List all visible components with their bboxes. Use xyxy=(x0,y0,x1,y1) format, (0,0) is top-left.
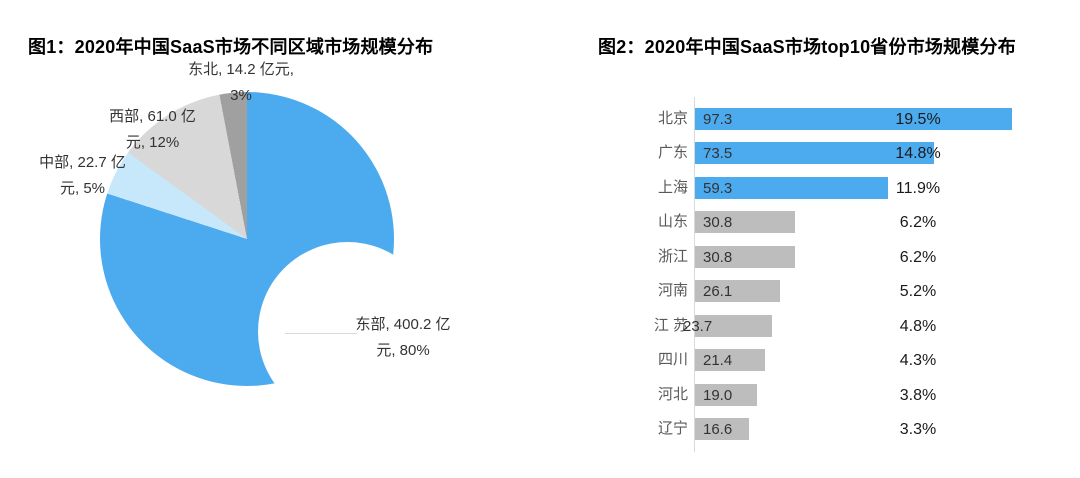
donut-label-line: 元, 80% xyxy=(376,342,430,359)
bar xyxy=(695,142,934,164)
bar-row: 广东 73.5 14.8% xyxy=(560,142,1080,164)
bar-category-label: 浙江 xyxy=(657,248,688,265)
bar xyxy=(695,349,765,371)
donut-label-leader-line xyxy=(285,333,357,334)
donut-label-line: 元, 12% xyxy=(125,134,180,151)
bar-category-label: 北京 xyxy=(657,110,688,127)
bar-percent-label: 4.3% xyxy=(899,352,937,369)
bar xyxy=(695,280,780,302)
bar xyxy=(695,108,1012,130)
bar-row: 江 苏 23.7 4.8% xyxy=(560,315,1080,337)
bar xyxy=(695,315,772,337)
bar-category-label: 山东 xyxy=(657,213,688,230)
donut-label-line: 中部, 22.7 亿 xyxy=(39,154,126,171)
figure1-title: 图1：2020年中国SaaS市场不同区域市场规模分布 xyxy=(28,37,434,57)
bar-row: 上海 59.3 11.9% xyxy=(560,177,1080,199)
bar-value-label: 97.3 xyxy=(703,111,733,128)
bar-category-label: 四川 xyxy=(657,351,688,368)
bar-percent-label: 6.2% xyxy=(899,249,937,266)
bar-value-label: 59.3 xyxy=(703,180,733,197)
bar-percent-label: 14.8% xyxy=(895,145,941,162)
bar-percent-label: 6.2% xyxy=(899,214,937,231)
donut-label-line: 元, 5% xyxy=(59,180,105,197)
bar xyxy=(695,384,757,406)
bar-row: 浙江 30.8 6.2% xyxy=(560,246,1080,268)
bar-row: 河北 19.0 3.8% xyxy=(560,384,1080,406)
donut-label-line: 3% xyxy=(230,87,252,104)
bar-percent-label: 3.8% xyxy=(899,387,937,404)
bar-row: 河南 26.1 5.2% xyxy=(560,280,1080,302)
bar-value-label: 30.8 xyxy=(703,214,733,231)
donut-label-central: 中部, 22.7 亿 元, 5% xyxy=(0,150,170,202)
bar xyxy=(695,246,795,268)
bar xyxy=(695,211,795,233)
donut-hole xyxy=(257,241,437,421)
donut-chart xyxy=(100,92,437,421)
bar-value-label: 16.6 xyxy=(703,421,733,438)
bar-value-label: 23.7 xyxy=(683,318,713,335)
bar-percent-label: 19.5% xyxy=(895,111,941,128)
bar-row: 辽宁 16.6 3.3% xyxy=(560,418,1080,440)
bar-category-label: 上海 xyxy=(657,179,688,196)
bar-row: 四川 21.4 4.3% xyxy=(560,349,1080,371)
bar-row: 北京 97.3 19.5% xyxy=(560,108,1080,130)
bar-percent-label: 5.2% xyxy=(899,283,937,300)
donut-label-line: 东北, 14.2 亿元, xyxy=(188,61,294,78)
bar-value-label: 19.0 xyxy=(703,387,733,404)
bar xyxy=(695,418,749,440)
bar-category-label: 广东 xyxy=(657,144,688,161)
bar-category-label: 江 苏 xyxy=(653,317,688,334)
donut-label-line: 东部, 400.2 亿 xyxy=(355,316,451,333)
donut-label-northeast: 东北, 14.2 亿元, 3% xyxy=(141,57,341,109)
donut-label-east: 东部, 400.2 亿 元, 80% xyxy=(288,312,518,364)
bar-percent-label: 3.3% xyxy=(899,421,937,438)
bar-value-label: 21.4 xyxy=(703,352,733,369)
category-axis-line xyxy=(694,97,695,452)
bar-value-label: 30.8 xyxy=(703,249,733,266)
bar-percent-label: 11.9% xyxy=(895,180,941,197)
bar-value-label: 26.1 xyxy=(703,283,733,300)
bar-value-label: 73.5 xyxy=(703,145,733,162)
figure2-title: 图2：2020年中国SaaS市场top10省份市场规模分布 xyxy=(598,37,1016,57)
bar-category-label: 辽宁 xyxy=(657,420,688,437)
donut-label-line: 西部, 61.0 亿 xyxy=(109,108,196,125)
bar xyxy=(695,177,888,199)
donut-label-west: 西部, 61.0 亿 元, 12% xyxy=(60,104,245,156)
bar-row: 山东 30.8 6.2% xyxy=(560,211,1080,233)
bar-category-label: 河南 xyxy=(657,282,688,299)
bar-percent-label: 4.8% xyxy=(899,318,937,335)
bar-category-label: 河北 xyxy=(657,386,688,403)
